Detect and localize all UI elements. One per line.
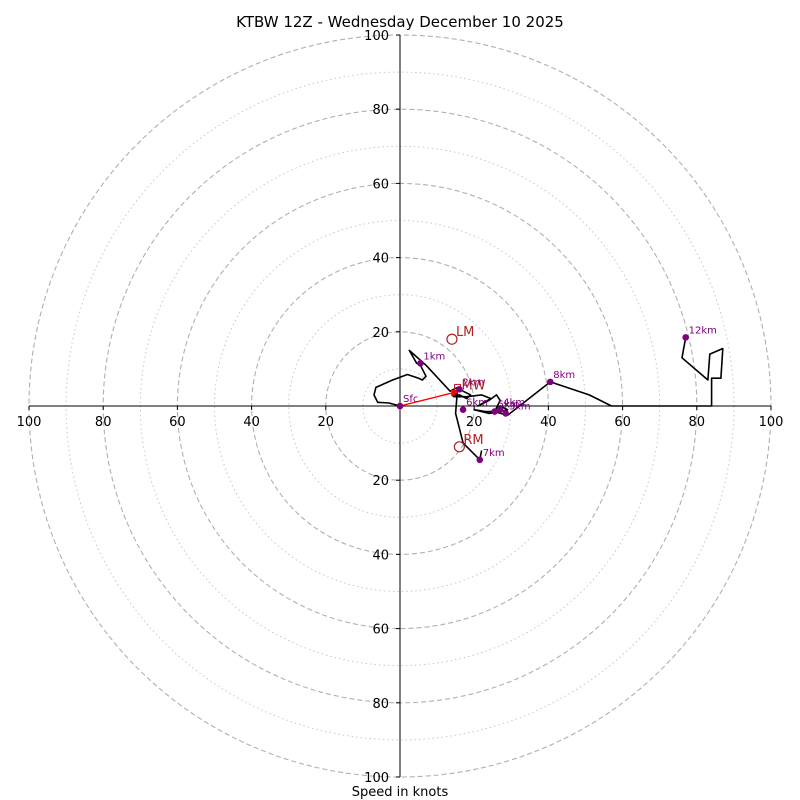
- x-tick-label: 20: [318, 415, 335, 430]
- y-tick-label: 20: [372, 326, 389, 341]
- y-tick-label: 20: [372, 474, 389, 489]
- y-tick-label: 100: [364, 771, 389, 786]
- y-tick-label: 80: [372, 697, 389, 712]
- storm-motion-lm: [446, 333, 458, 345]
- height-marker-label: 2km: [462, 377, 484, 388]
- height-marker-label: 3km: [509, 401, 531, 412]
- x-tick-label: 40: [540, 415, 557, 430]
- y-tick-label: 80: [372, 103, 389, 118]
- x-tick-label: 40: [243, 415, 260, 430]
- height-marker-label: 8km: [553, 370, 575, 381]
- height-marker-label: 6km: [466, 398, 488, 409]
- y-tick-label: 60: [372, 177, 389, 192]
- height-marker-label: 12km: [689, 325, 717, 336]
- height-marker-label: 5km: [498, 400, 520, 411]
- y-tick-label: 100: [364, 29, 389, 44]
- height-marker-label: 7km: [483, 448, 505, 459]
- chart-title: KTBW 12Z - Wednesday December 10 2025: [236, 13, 564, 31]
- x-tick-label: 100: [759, 415, 784, 430]
- height-marker-2km: [456, 386, 463, 393]
- y-tick-labels: 100 80 60 40 20 20 40 60 80 100: [364, 29, 400, 786]
- y-tick-label: 40: [372, 548, 389, 563]
- hodograph-trace: [373, 337, 724, 417]
- x-axis-label: Speed in knots: [352, 785, 449, 800]
- storm-motion-group: LM RM MW: [446, 325, 486, 453]
- height-marker-8km: [546, 378, 554, 386]
- storm-motion-label: LM: [456, 325, 474, 340]
- storm-motion-label: RM: [463, 433, 483, 448]
- height-marker-7km: [476, 456, 484, 464]
- height-marker-sfc: [396, 402, 404, 410]
- x-tick-label: 100: [17, 415, 42, 430]
- mean-wind-label: MW: [462, 378, 486, 393]
- height-marker-6km: [459, 406, 467, 414]
- height-marker-label: 1km: [423, 351, 445, 362]
- height-marker-3km: [502, 410, 510, 417]
- height-marker-label: Sfc: [403, 394, 418, 405]
- height-marker-label: 4km: [503, 398, 525, 409]
- y-tick-label: 60: [372, 623, 389, 638]
- storm-motion-rm: [453, 441, 465, 453]
- height-marker-5km: [491, 408, 498, 415]
- shear-vector: [399, 390, 460, 407]
- x-tick-label: 20: [466, 415, 483, 430]
- x-tick-label: 60: [169, 415, 186, 430]
- height-marker-4km: [496, 406, 504, 414]
- height-marker-1km: [417, 360, 424, 367]
- x-tick-labels: 100 80 60 40 20 20 40 60 80 100: [17, 406, 784, 430]
- x-tick-label: 80: [95, 415, 112, 430]
- x-tick-label: 80: [689, 415, 706, 430]
- height-marker-12km: [682, 334, 689, 341]
- y-tick-label: 40: [372, 252, 389, 267]
- x-tick-label: 60: [614, 415, 631, 430]
